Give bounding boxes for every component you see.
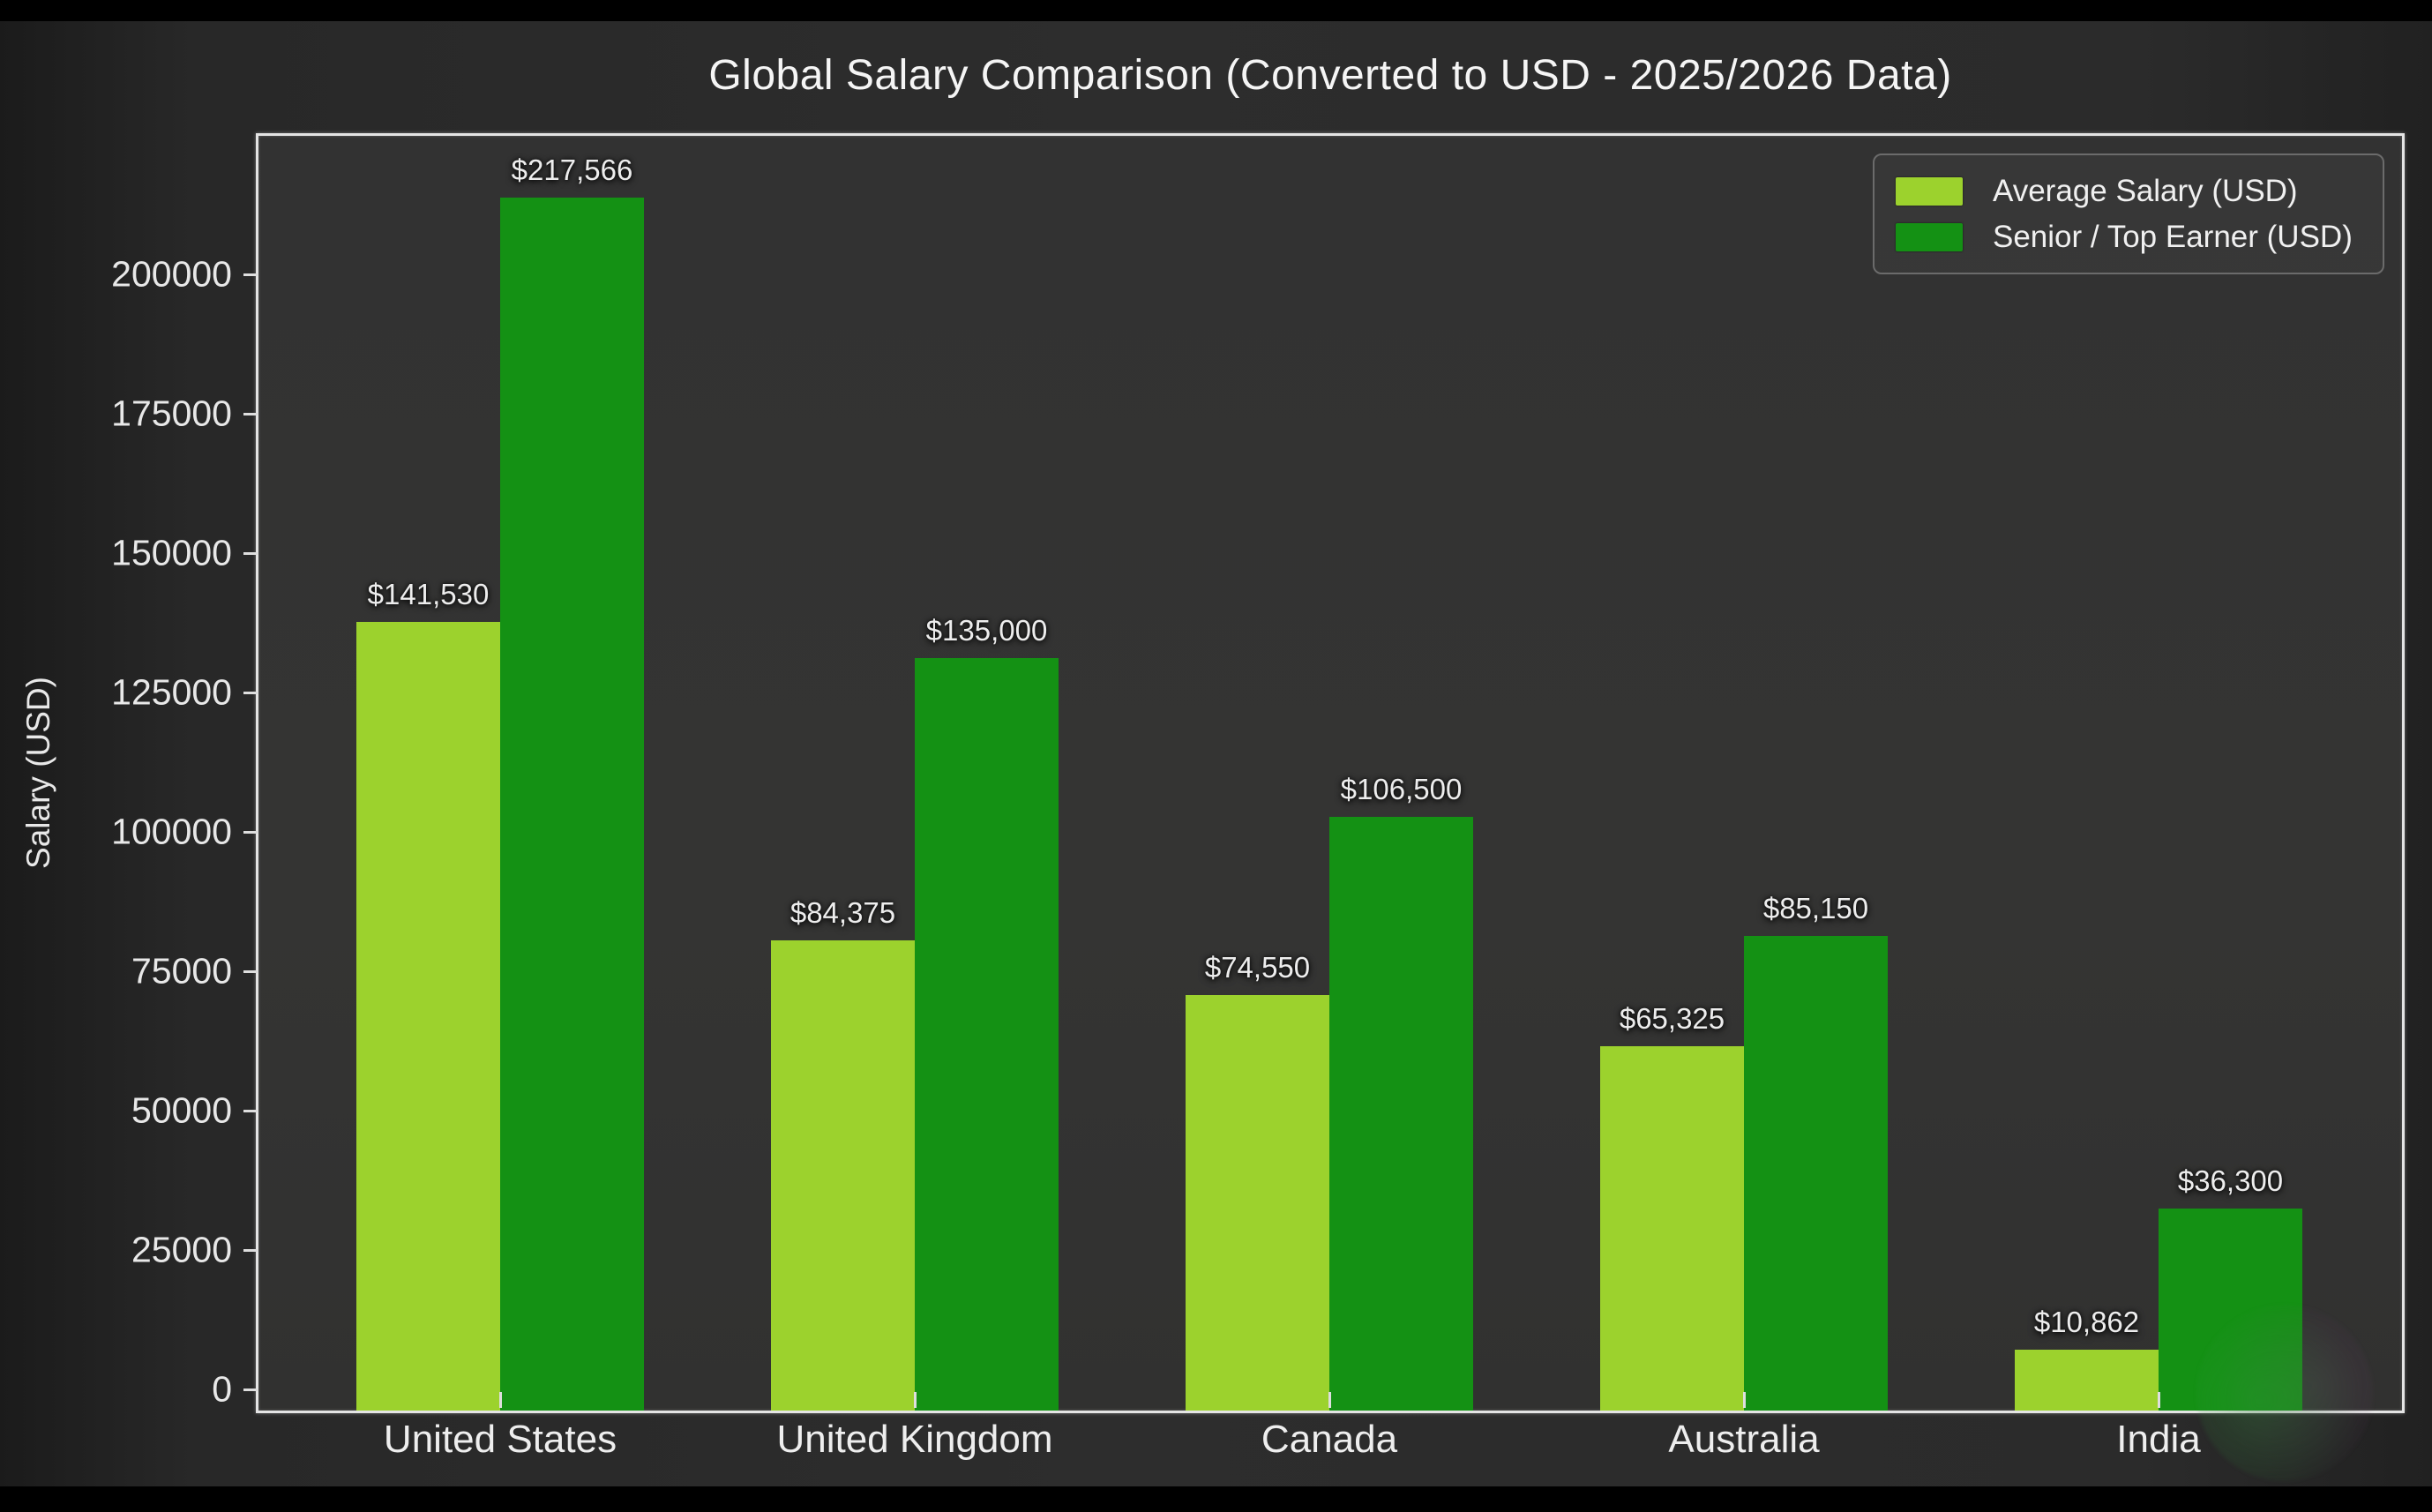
bar-senior-top-earner-usd-australia	[1744, 936, 1888, 1411]
x-tick-label-india: India	[2116, 1418, 2201, 1461]
top-letterbox	[0, 0, 2432, 21]
y-tick-mark-175000	[243, 413, 258, 416]
y-tick-label-175000: 175000	[111, 393, 232, 434]
y-tick-label-50000: 50000	[131, 1089, 232, 1131]
bottom-letterbox	[0, 1486, 2432, 1512]
legend: Average Salary (USD) Senior / Top Earner …	[1873, 153, 2384, 274]
y-tick-label-0: 0	[212, 1368, 232, 1410]
x-tick-label-canada: Canada	[1261, 1418, 1398, 1461]
y-tick-label-125000: 125000	[111, 671, 232, 713]
bar-value-label-senior-top-earner-usd-australia: $85,150	[1762, 892, 1869, 924]
chart-figure: Global Salary Comparison (Converted to U…	[0, 21, 2432, 1486]
legend-item-senior-top-earner-usd: Senior / Top Earner (USD)	[1896, 220, 2361, 255]
bar-value-label-average-salary-usd-united-kingdom: $84,375	[789, 896, 896, 929]
plot-area: $141,530 $217,566 $84,375 $135,000 $74,550 $1…	[256, 133, 2405, 1413]
bar-senior-top-earner-usd-canada	[1329, 817, 1473, 1411]
x-tick-mark-india	[2158, 1392, 2160, 1408]
y-tick-mark-100000	[243, 831, 258, 835]
bar-average-salary-usd-canada	[1186, 995, 1329, 1411]
y-tick-label-75000: 75000	[131, 950, 232, 992]
y-tick-mark-25000	[243, 1249, 258, 1253]
bar-average-salary-usd-united-states	[356, 622, 500, 1411]
x-tick-mark-canada	[1328, 1392, 1331, 1408]
y-tick-mark-150000	[243, 552, 258, 556]
x-tick-mark-united-kingdom	[914, 1392, 917, 1408]
bar-value-label-senior-top-earner-usd-united-states: $217,566	[511, 153, 633, 186]
bar-value-label-senior-top-earner-usd-canada: $106,500	[1340, 773, 1463, 805]
legend-swatch-senior-top-earner-usd	[1896, 222, 1963, 251]
bar-value-label-average-salary-usd-canada: $74,550	[1204, 951, 1311, 984]
y-tick-mark-50000	[243, 1110, 258, 1113]
y-tick-mark-0	[243, 1388, 258, 1391]
x-tick-label-australia: Australia	[1668, 1418, 1820, 1461]
legend-label-senior-top-earner-usd: Senior / Top Earner (USD)	[1993, 219, 2353, 254]
y-tick-label-150000: 150000	[111, 532, 232, 573]
bar-value-label-average-salary-usd-india: $10,862	[2033, 1306, 2140, 1338]
bar-senior-top-earner-usd-united-states	[500, 198, 644, 1411]
y-tick-mark-200000	[243, 273, 258, 277]
y-tick-mark-125000	[243, 692, 258, 695]
legend-swatch-average-salary-usd	[1896, 176, 1963, 206]
x-tick-label-united-states: United States	[383, 1418, 617, 1461]
legend-item-average-salary-usd: Average Salary (USD)	[1896, 174, 2361, 209]
x-tick-mark-australia	[1743, 1392, 1746, 1408]
bar-average-salary-usd-united-kingdom	[771, 940, 915, 1411]
bar-value-label-senior-top-earner-usd-india: $36,300	[2177, 1164, 2284, 1197]
bar-senior-top-earner-usd-united-kingdom	[915, 658, 1059, 1411]
bar-average-salary-usd-australia	[1600, 1046, 1744, 1411]
y-tick-label-25000: 25000	[131, 1229, 232, 1270]
bar-value-label-average-salary-usd-united-states: $141,530	[367, 578, 490, 610]
bar-value-label-average-salary-usd-australia: $65,325	[1619, 1002, 1725, 1035]
y-tick-label-100000: 100000	[111, 811, 232, 852]
bar-value-label-senior-top-earner-usd-united-kingdom: $135,000	[925, 614, 1048, 647]
y-tick-label-200000: 200000	[111, 253, 232, 295]
bar-senior-top-earner-usd-india	[2159, 1209, 2302, 1411]
x-tick-mark-united-states	[499, 1392, 502, 1408]
legend-label-average-salary-usd: Average Salary (USD)	[1993, 173, 2298, 208]
chart-title: Global Salary Comparison (Converted to U…	[708, 52, 1952, 99]
bar-average-salary-usd-india	[2015, 1350, 2159, 1411]
x-tick-label-united-kingdom: United Kingdom	[776, 1418, 1053, 1461]
y-tick-mark-75000	[243, 970, 258, 974]
